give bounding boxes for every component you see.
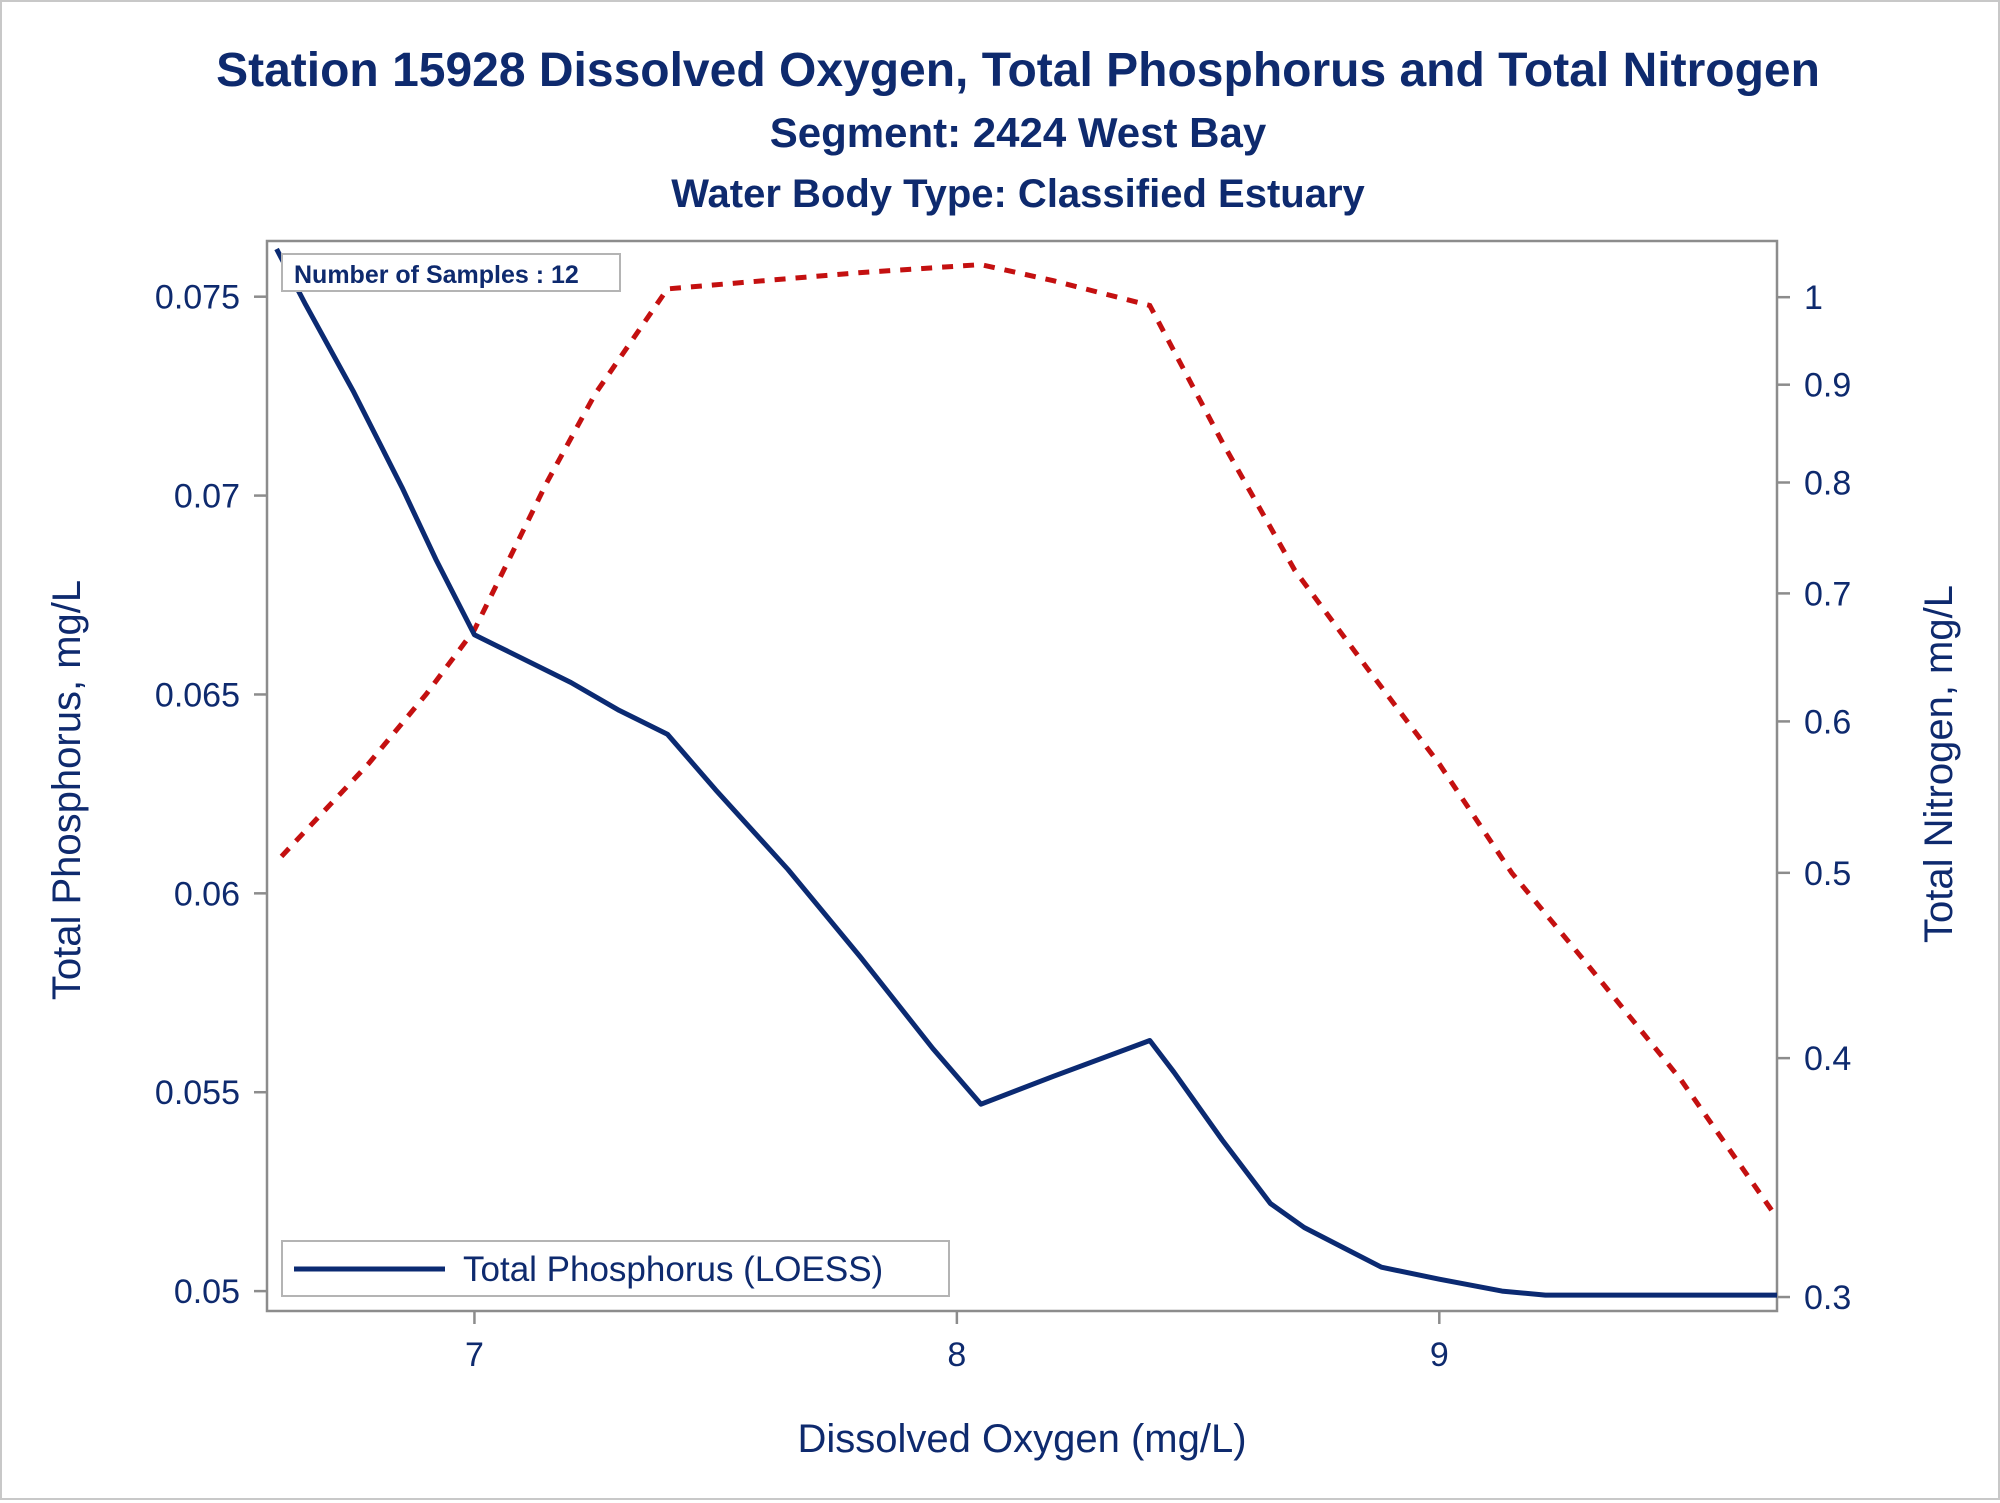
y-right-tick-label: 0.6 [1804, 703, 1851, 741]
x-tick-label: 9 [1430, 1336, 1449, 1374]
plot-area-frame [265, 239, 1779, 1313]
legend-label-phosphorus: Total Phosphorus (LOESS) [463, 1250, 883, 1289]
sample-count-label: Number of Samples : 12 [294, 261, 579, 289]
chart-subtitle-waterbody: Water Body Type: Classified Estuary [671, 172, 1365, 216]
y-axis-right-label: Total Nitrogen, mg/L [1917, 585, 1961, 943]
y-right-tick-label: 0.9 [1804, 367, 1851, 405]
series-line-phosphorus [274, 247, 1777, 1298]
x-tick-label: 8 [947, 1336, 966, 1374]
y-axis-left-label: Total Phosphorus, mg/L [45, 580, 89, 1000]
y-left-tick-label: 0.075 [155, 279, 240, 317]
y-right-tick-label: 0.7 [1804, 575, 1851, 613]
y-right-tick-label: 0.4 [1804, 1040, 1851, 1078]
y-left-tick-label: 0.07 [174, 478, 240, 516]
chart-title: Station 15928 Dissolved Oxygen, Total Ph… [216, 44, 1820, 97]
legend: Total Phosphorus (LOESS) [281, 1240, 950, 1297]
x-tick-label: 7 [465, 1336, 484, 1374]
y-left-tick-label: 0.05 [174, 1273, 240, 1311]
series-line-nitrogen [279, 262, 1780, 1220]
y-right-tick-label: 0.5 [1804, 855, 1851, 893]
y-left-tick-label: 0.065 [155, 676, 240, 714]
x-axis: 7 8 9 [465, 1311, 1449, 1374]
y-axis-right: 0.3 0.4 0.5 0.6 0.7 0.8 0.9 1 [1777, 279, 1851, 1317]
chart-subtitle-segment: Segment: 2424 West Bay [770, 109, 1267, 156]
sample-count-box: Number of Samples : 12 [281, 253, 621, 292]
y-left-tick-label: 0.06 [174, 875, 240, 913]
y-left-tick-label: 0.055 [155, 1074, 240, 1112]
y-axis-left: 0.05 0.055 0.06 0.065 0.07 0.075 [155, 279, 267, 1311]
x-axis-label: Dissolved Oxygen (mg/L) [797, 1417, 1246, 1461]
y-right-tick-label: 0.8 [1804, 465, 1851, 503]
y-right-tick-label: 0.3 [1804, 1279, 1851, 1317]
y-right-tick-label: 1 [1804, 279, 1823, 317]
